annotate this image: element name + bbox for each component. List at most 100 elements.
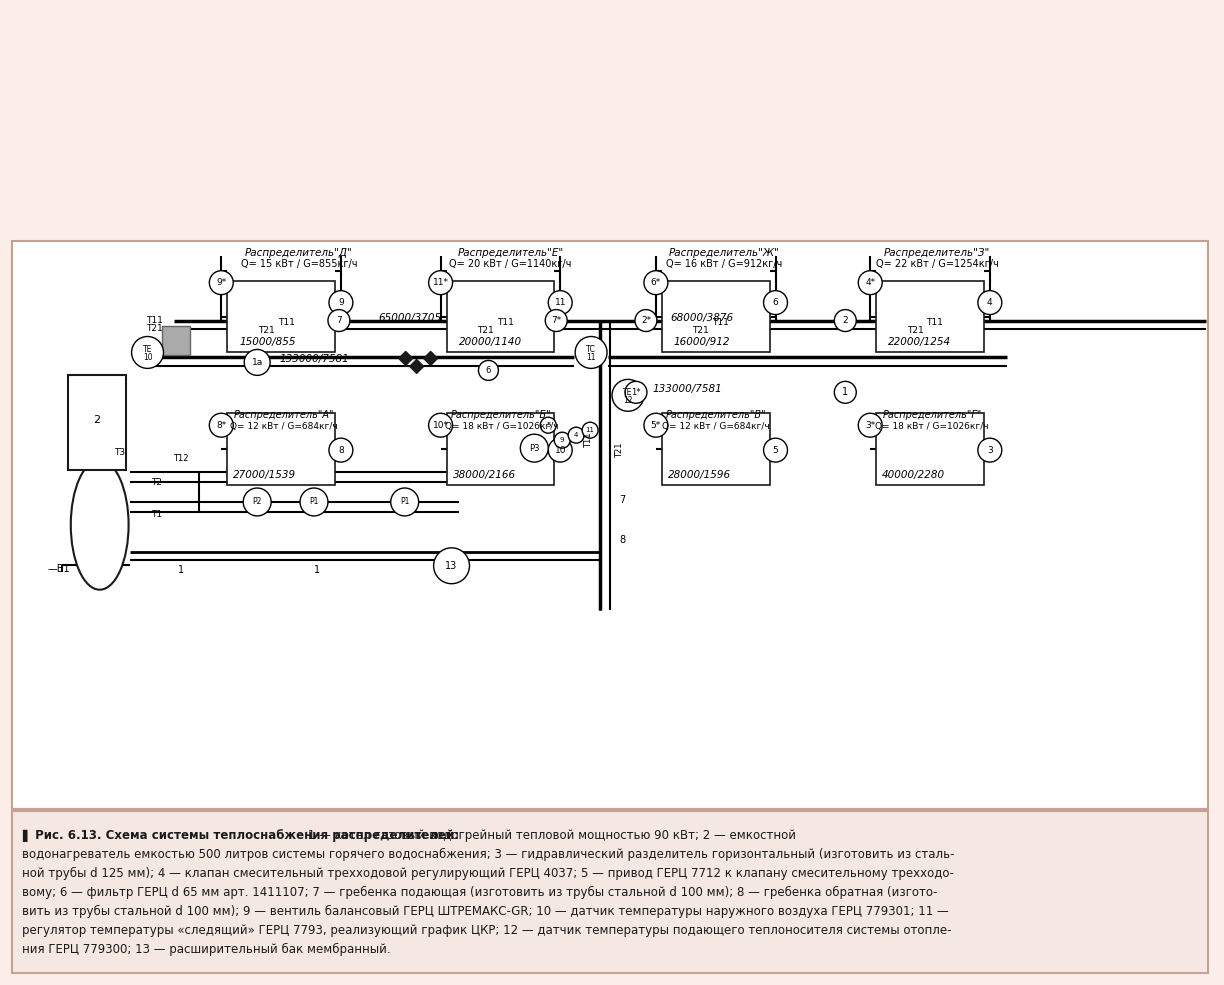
- Circle shape: [858, 414, 883, 437]
- Text: регулятор температуры «следящий» ГЕРЦ 7793, реализующий график ЦКР; 12 — датчик : регулятор температуры «следящий» ГЕРЦ 77…: [22, 924, 951, 937]
- Circle shape: [764, 438, 787, 462]
- Circle shape: [612, 379, 644, 412]
- Circle shape: [328, 309, 350, 332]
- Text: T11: T11: [927, 318, 944, 327]
- Text: 1*: 1*: [632, 388, 640, 397]
- Bar: [163, 325, 191, 356]
- Text: Распределитель"В": Распределитель"В": [666, 410, 766, 421]
- Text: Распределитель"Д": Распределитель"Д": [245, 248, 353, 258]
- Bar: [12, 240, 1208, 809]
- Text: 2: 2: [842, 316, 848, 325]
- Circle shape: [131, 337, 164, 368]
- Circle shape: [428, 414, 453, 437]
- Circle shape: [583, 423, 599, 438]
- Text: T11: T11: [712, 318, 730, 327]
- Text: 22000/1254: 22000/1254: [889, 338, 951, 348]
- Text: ния ГЕРЦ 779300; 13 — расширительный бак мембранный.: ния ГЕРЦ 779300; 13 — расширительный бак…: [22, 943, 390, 955]
- Text: 4: 4: [574, 432, 579, 438]
- Text: 7: 7: [619, 495, 625, 505]
- Text: T12: T12: [174, 454, 188, 463]
- Text: ной трубы d 125 мм); 4 — клапан смесительный трехходовой регулирующий ГЕРЦ 4037;: ной трубы d 125 мм); 4 — клапан смесител…: [22, 867, 953, 880]
- Circle shape: [433, 548, 470, 584]
- Circle shape: [835, 309, 857, 332]
- Circle shape: [644, 414, 668, 437]
- Text: 11: 11: [586, 353, 596, 361]
- Bar: [228, 414, 335, 485]
- Text: 2: 2: [93, 416, 100, 426]
- Circle shape: [545, 309, 567, 332]
- Text: T21: T21: [258, 326, 274, 335]
- Text: Распределитель"Е": Распределитель"Е": [458, 248, 563, 258]
- Circle shape: [554, 432, 570, 448]
- Text: 1: 1: [842, 387, 848, 397]
- Text: вить из трубы стальной d 100 мм); 9 — вентиль балансовый ГЕРЦ ШТРЕМАКС-GR; 10 — : вить из трубы стальной d 100 мм); 9 — ве…: [22, 904, 949, 918]
- Text: 1: 1: [313, 564, 319, 575]
- Text: 15000/855: 15000/855: [239, 338, 296, 348]
- Text: ▌ Рис. 6.13. Схема системы теплоснабжения распределителей:: ▌ Рис. 6.13. Схема системы теплоснабжени…: [22, 829, 459, 842]
- Circle shape: [548, 438, 572, 462]
- Text: вому; 6 — фильтр ГЕРЦ d 65 мм арт. 1411107; 7 — гребенка подающая (изготовить из: вому; 6 — фильтр ГЕРЦ d 65 мм арт. 14111…: [22, 886, 938, 899]
- Text: 11*: 11*: [432, 278, 448, 288]
- Text: T1: T1: [152, 510, 163, 519]
- Text: 1: 1: [179, 564, 185, 575]
- Bar: [662, 281, 770, 353]
- Bar: [876, 281, 984, 353]
- Text: 10: 10: [554, 445, 565, 455]
- Text: T21: T21: [907, 326, 923, 335]
- Text: 16000/912: 16000/912: [674, 338, 731, 348]
- Text: 8*: 8*: [217, 421, 226, 429]
- Text: Q= 12 кВт / G=684кг/ч: Q= 12 кВт / G=684кг/ч: [230, 422, 338, 430]
- Text: 11: 11: [554, 298, 565, 307]
- Text: T11: T11: [278, 318, 295, 327]
- Text: 3*: 3*: [865, 421, 875, 429]
- Text: 9: 9: [338, 298, 344, 307]
- Circle shape: [978, 438, 1001, 462]
- Text: T11: T11: [497, 318, 514, 327]
- Text: 10*: 10*: [432, 421, 448, 429]
- Text: 12: 12: [623, 396, 633, 405]
- Text: 6*: 6*: [651, 278, 661, 288]
- Text: ТС: ТС: [586, 345, 596, 354]
- Bar: [876, 414, 984, 485]
- Text: P3: P3: [529, 443, 540, 453]
- Text: 8: 8: [338, 445, 344, 455]
- Text: T21: T21: [616, 442, 624, 458]
- Text: —В1: —В1: [48, 563, 71, 573]
- Text: Q= 12 кВт / G=684кг/ч: Q= 12 кВт / G=684кг/ч: [662, 422, 770, 430]
- Bar: [228, 281, 335, 353]
- Text: Распределитель"З": Распределитель"З": [884, 248, 990, 258]
- Circle shape: [300, 488, 328, 516]
- Text: 38000/2166: 38000/2166: [453, 470, 515, 480]
- Bar: [447, 281, 554, 353]
- Text: водонагреватель емкостью 500 литров системы горячего водоснабжения; 3 — гидравли: водонагреватель емкостью 500 литров сист…: [22, 848, 955, 861]
- Text: 6: 6: [486, 365, 491, 375]
- Circle shape: [575, 337, 607, 368]
- Text: Q= 22 кВт / G=1254кг/ч: Q= 22 кВт / G=1254кг/ч: [875, 259, 999, 269]
- Circle shape: [245, 350, 271, 375]
- Circle shape: [479, 361, 498, 380]
- Circle shape: [644, 271, 668, 295]
- Text: 68000/3876: 68000/3876: [670, 312, 733, 322]
- Text: 133000/7581: 133000/7581: [652, 384, 722, 394]
- Circle shape: [329, 438, 353, 462]
- Text: Q= 18 кВт / G=1026кг/ч: Q= 18 кВт / G=1026кг/ч: [444, 422, 558, 430]
- Text: 13: 13: [446, 560, 458, 570]
- Text: 27000/1539: 27000/1539: [234, 470, 296, 480]
- Circle shape: [635, 309, 657, 332]
- Text: 11: 11: [585, 427, 595, 433]
- Text: 7*: 7*: [551, 316, 562, 325]
- Bar: [662, 414, 770, 485]
- Circle shape: [209, 271, 234, 295]
- Text: 40000/2280: 40000/2280: [883, 470, 945, 480]
- Circle shape: [209, 414, 234, 437]
- Text: TE: TE: [623, 388, 633, 397]
- Text: Распределитель"Г": Распределитель"Г": [883, 410, 982, 421]
- Text: Распределитель"Б": Распределитель"Б": [452, 410, 552, 421]
- Text: 4: 4: [987, 298, 993, 307]
- Text: P1: P1: [310, 497, 318, 506]
- Text: 9: 9: [559, 437, 564, 443]
- Text: 8: 8: [619, 535, 625, 545]
- Text: TE: TE: [143, 345, 152, 354]
- Circle shape: [329, 291, 353, 314]
- Circle shape: [390, 488, 419, 516]
